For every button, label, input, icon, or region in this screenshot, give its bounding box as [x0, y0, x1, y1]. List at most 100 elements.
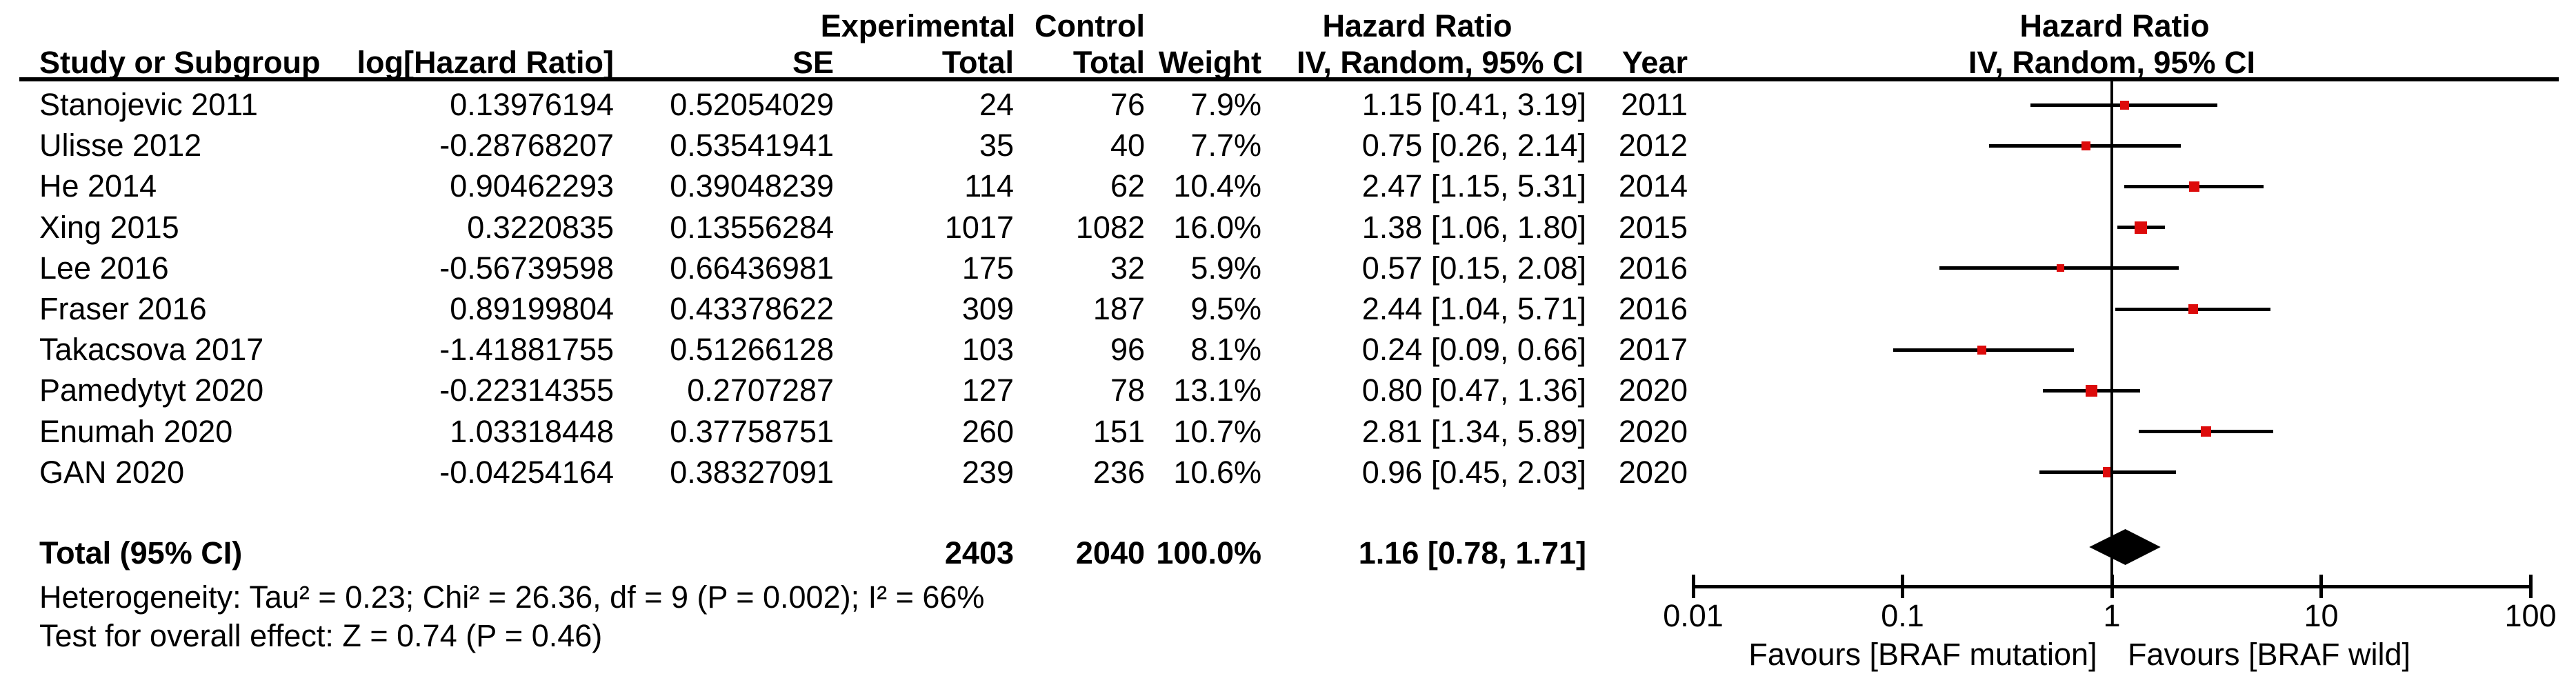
study-weight: 16.0% — [1173, 209, 1261, 245]
heterogeneity-text: Heterogeneity: Tau² = 0.23; Chi² = 26.36… — [39, 579, 985, 615]
study-weight: 9.5% — [1190, 291, 1261, 326]
study-ctrl-total: 32 — [1110, 250, 1145, 286]
study-ctrl-total: 1082 — [1075, 209, 1145, 245]
total-ci-text: 1.16 [0.78, 1.71] — [1358, 535, 1586, 570]
column-header-control: Control — [1035, 8, 1145, 43]
study-se: 0.37758751 — [670, 413, 834, 449]
study-exp-total: 309 — [961, 291, 1014, 326]
study-name: GAN 2020 — [39, 454, 185, 490]
study-year: 2012 — [1618, 128, 1688, 163]
column-header-iv-ci: IV, Random, 95% CI — [1297, 45, 1584, 80]
favours-right-label: Favours [BRAF wild] — [2127, 637, 2411, 672]
x-axis-tick — [2528, 575, 2533, 598]
study-log-hr: 0.3220835 — [467, 209, 614, 245]
study-exp-total: 1017 — [944, 209, 1014, 245]
total-ctrl-total: 2040 — [1075, 535, 1145, 570]
study-exp-total: 260 — [961, 413, 1014, 449]
study-year: 2020 — [1618, 373, 1688, 408]
study-ci-text: 0.75 [0.26, 2.14] — [1361, 128, 1586, 163]
study-year: 2015 — [1618, 209, 1688, 245]
study-weight: 7.9% — [1190, 87, 1261, 122]
favours-left-label: Favours [BRAF mutation] — [1748, 637, 2097, 672]
study-name: Xing 2015 — [39, 209, 179, 245]
effect-square-marker — [2188, 304, 2198, 314]
study-weight: 13.1% — [1173, 373, 1261, 408]
study-year: 2020 — [1618, 454, 1688, 490]
header-divider-line — [19, 77, 2559, 81]
study-se: 0.2707287 — [687, 373, 834, 408]
study-year: 2016 — [1618, 250, 1688, 286]
study-log-hr: 0.13976194 — [450, 87, 614, 122]
column-header-exp-total: Total — [941, 45, 1014, 80]
overall-effect-text: Test for overall effect: Z = 0.74 (P = 0… — [39, 618, 603, 653]
study-exp-total: 127 — [961, 373, 1014, 408]
total-weight: 100.0% — [1156, 535, 1261, 570]
x-axis-tick — [1691, 575, 1695, 598]
study-ctrl-total: 40 — [1110, 128, 1145, 163]
study-exp-total: 24 — [979, 87, 1014, 122]
plot-subtitle: IV, Random, 95% CI — [1968, 45, 2255, 80]
study-ctrl-total: 236 — [1092, 454, 1145, 490]
x-axis-tick-label: 100 — [2504, 598, 2557, 633]
study-name: He 2014 — [39, 168, 157, 204]
study-ctrl-total: 78 — [1110, 373, 1145, 408]
x-axis-tick-label: 0.1 — [1881, 598, 1924, 633]
study-log-hr: -0.56739598 — [439, 250, 614, 286]
study-ci-text: 2.44 [1.04, 5.71] — [1361, 291, 1586, 326]
study-ctrl-total: 96 — [1110, 332, 1145, 368]
study-se: 0.13556284 — [670, 209, 834, 245]
study-ci-text: 1.15 [0.41, 3.19] — [1361, 87, 1586, 122]
column-header-study: Study or Subgroup — [39, 45, 321, 80]
study-log-hr: 0.89199804 — [450, 291, 614, 326]
column-header-se: SE — [792, 45, 834, 80]
effect-square-marker — [2135, 221, 2148, 234]
study-name: Fraser 2016 — [39, 291, 207, 326]
study-se: 0.38327091 — [670, 454, 834, 490]
study-year: 2016 — [1618, 291, 1688, 326]
study-weight: 10.7% — [1173, 413, 1261, 449]
x-axis-tick-label: 10 — [2304, 598, 2339, 633]
study-weight: 8.1% — [1190, 332, 1261, 368]
study-se: 0.66436981 — [670, 250, 834, 286]
column-header-ctrl-total: Total — [1072, 45, 1145, 80]
x-axis-tick-label: 0.01 — [1663, 598, 1724, 633]
study-weight: 5.9% — [1190, 250, 1261, 286]
study-ci-text: 1.38 [1.06, 1.80] — [1361, 209, 1586, 245]
study-year: 2014 — [1618, 168, 1688, 204]
column-header-year: Year — [1621, 45, 1688, 80]
study-log-hr: -0.28768207 — [439, 128, 614, 163]
study-ctrl-total: 76 — [1110, 87, 1145, 122]
plot-title: Hazard Ratio — [2019, 8, 2210, 43]
study-year: 2017 — [1618, 332, 1688, 368]
study-exp-total: 175 — [961, 250, 1014, 286]
effect-square-marker — [2057, 264, 2065, 272]
x-axis-tick-label: 1 — [2103, 598, 2121, 633]
study-log-hr: 0.90462293 — [450, 168, 614, 204]
study-ci-text: 0.24 [0.09, 0.66] — [1361, 332, 1586, 368]
column-header-hazard-ratio: Hazard Ratio — [1322, 8, 1512, 43]
study-year: 2011 — [1621, 87, 1688, 122]
study-name: Lee 2016 — [39, 250, 169, 286]
study-ci-text: 2.47 [1.15, 5.31] — [1361, 168, 1586, 204]
study-weight: 10.4% — [1173, 168, 1261, 204]
study-exp-total: 103 — [961, 332, 1014, 368]
study-se: 0.52054029 — [670, 87, 834, 122]
study-se: 0.43378622 — [670, 291, 834, 326]
study-ctrl-total: 151 — [1092, 413, 1145, 449]
study-log-hr: 1.03318448 — [450, 413, 614, 449]
study-year: 2020 — [1618, 413, 1688, 449]
study-weight: 10.6% — [1173, 454, 1261, 490]
study-ctrl-total: 62 — [1110, 168, 1145, 204]
study-exp-total: 114 — [964, 168, 1014, 204]
study-ci-text: 0.57 [0.15, 2.08] — [1361, 250, 1586, 286]
column-header-experimental: Experimental — [820, 8, 1016, 43]
effect-square-marker — [2119, 100, 2129, 110]
study-name: Ulisse 2012 — [39, 128, 202, 163]
study-log-hr: -0.04254164 — [439, 454, 614, 490]
study-exp-total: 239 — [961, 454, 1014, 490]
study-name: Stanojevic 2011 — [39, 87, 258, 122]
effect-square-marker — [2081, 141, 2090, 150]
effect-square-marker — [1977, 345, 1987, 355]
effect-square-marker — [2188, 181, 2199, 192]
